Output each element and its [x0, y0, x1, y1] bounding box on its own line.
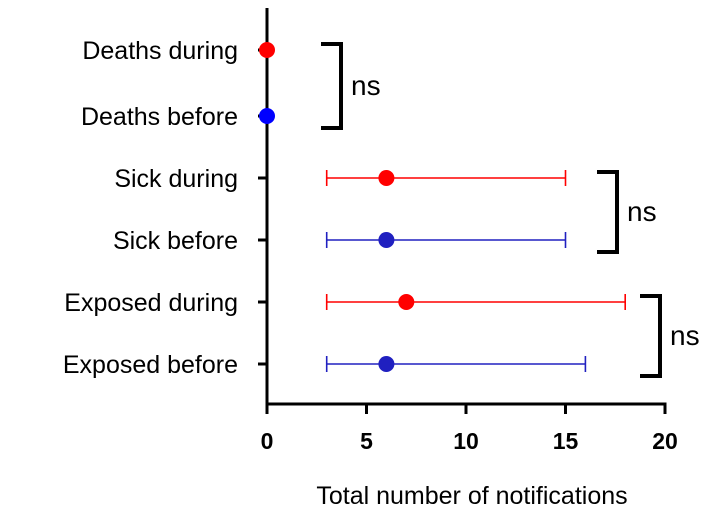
x-tick-label: 10: [453, 428, 479, 454]
x-ticks: 0 5 10 15 20: [261, 404, 678, 454]
data-point-group: [325, 294, 627, 310]
significance-bracket: ns: [597, 170, 657, 254]
ns-label: ns: [351, 70, 381, 101]
category-label: Sick before: [113, 227, 238, 255]
significance-bracket: ns: [640, 294, 700, 378]
category-label: Exposed before: [63, 351, 238, 379]
x-tick-label: 20: [652, 428, 678, 454]
x-axis-label: Total number of notifications: [316, 482, 627, 510]
data-point-group: [259, 108, 275, 124]
significance-bracket: ns: [321, 42, 381, 130]
category-label: Deaths during: [82, 37, 238, 65]
data-point-group: [325, 356, 587, 372]
x-tick-label: 0: [261, 428, 274, 454]
x-tick-label: 15: [553, 428, 579, 454]
axes: [258, 8, 667, 406]
ns-label: ns: [627, 196, 657, 227]
category-labels: Deaths during Deaths before Sick during Sic…: [63, 37, 238, 379]
bracket-line: [640, 294, 662, 378]
data-point-group: [325, 170, 567, 186]
significance-brackets: ns ns ns: [321, 42, 700, 378]
data-point-group: [325, 232, 567, 248]
category-label: Deaths before: [81, 103, 238, 131]
data-point: [378, 170, 395, 186]
data-point: [378, 232, 395, 248]
ns-label: ns: [670, 320, 700, 351]
x-tick-label: 5: [360, 428, 373, 454]
data-point: [259, 108, 275, 124]
category-label: Exposed during: [64, 289, 238, 317]
category-label: Sick during: [114, 165, 238, 193]
bracket-line: [321, 42, 343, 130]
data-point: [259, 42, 275, 58]
data-point-group: [259, 42, 275, 58]
bracket-line: [597, 170, 619, 254]
data-point: [378, 356, 395, 372]
data-marks: [259, 42, 627, 372]
data-point: [398, 294, 415, 310]
